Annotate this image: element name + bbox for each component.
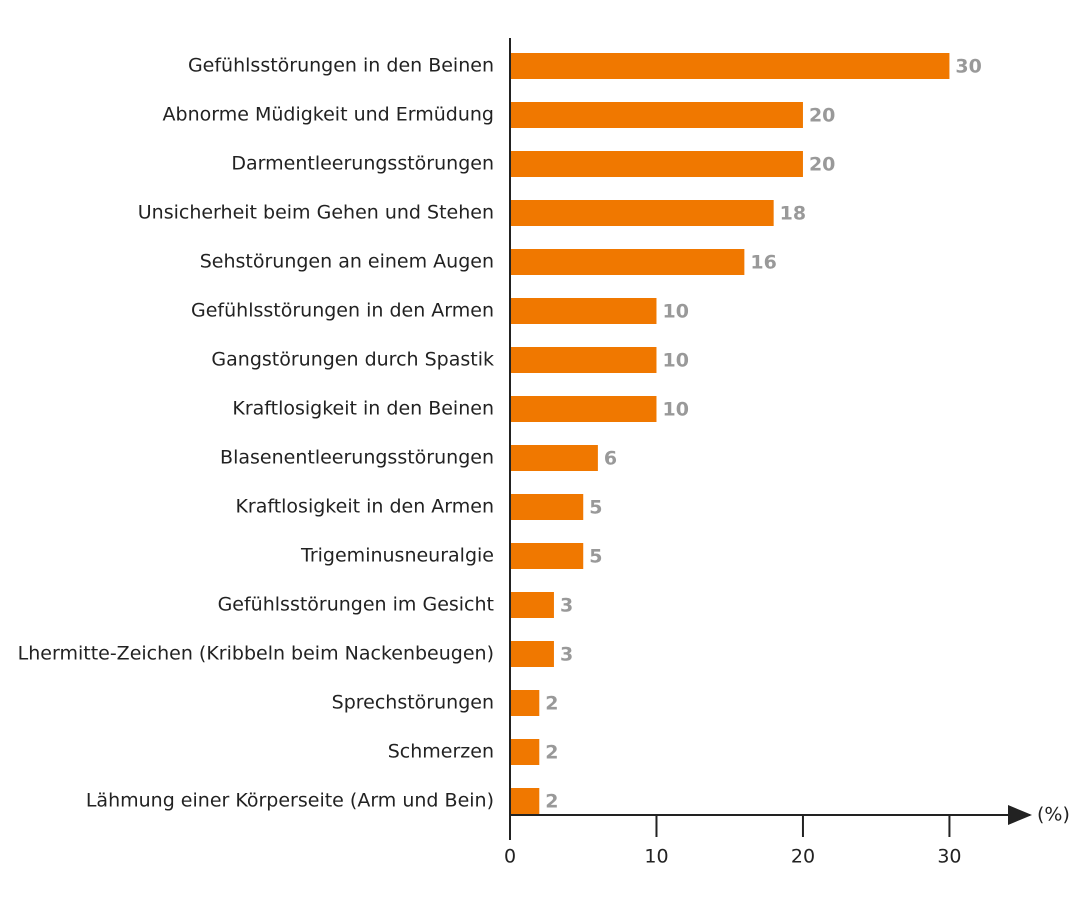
category-label: Gefühlsstörungen in den Armen (191, 300, 494, 322)
bar (510, 200, 774, 226)
value-label: 16 (750, 252, 776, 274)
bar (510, 396, 657, 422)
category-label: Sprechstörungen (332, 692, 494, 714)
x-tick-label: 20 (791, 846, 815, 868)
bar (510, 151, 803, 177)
bar (510, 494, 584, 520)
value-label: 20 (809, 154, 835, 176)
value-label: 10 (662, 399, 688, 421)
category-label: Blasenentleerungsstörungen (220, 447, 494, 469)
bar (510, 690, 540, 716)
value-label: 3 (560, 644, 573, 666)
category-label: Lhermitte-Zeichen (Kribbeln beim Nackenb… (18, 643, 494, 665)
value-label: 18 (780, 203, 806, 225)
value-label: 2 (545, 791, 558, 813)
value-label: 10 (662, 301, 688, 323)
value-label: 20 (809, 105, 835, 127)
bar (510, 347, 657, 373)
category-label: Gangstörungen durch Spastik (211, 349, 494, 371)
value-label: 5 (589, 497, 602, 519)
category-label: Lähmung einer Körperseite (Arm und Bein) (86, 790, 494, 812)
category-label: Gefühlsstörungen im Gesicht (218, 594, 494, 616)
category-label: Gefühlsstörungen in den Beinen (188, 55, 494, 77)
bar (510, 102, 803, 128)
x-tick-label: 0 (504, 846, 516, 868)
bar (510, 788, 540, 814)
value-label: 2 (545, 742, 558, 764)
bar (510, 739, 540, 765)
value-label: 3 (560, 595, 573, 617)
bar (510, 592, 554, 618)
category-label: Sehstörungen an einem Augen (200, 251, 494, 273)
bar (510, 445, 598, 471)
category-label: Abnorme Müdigkeit und Ermüdung (163, 104, 494, 126)
value-label: 6 (604, 448, 617, 470)
value-label: 2 (545, 693, 558, 715)
value-label: 30 (955, 56, 981, 78)
category-label: Kraftlosigkeit in den Beinen (232, 398, 494, 420)
bar (510, 641, 554, 667)
bar (510, 298, 657, 324)
bar (510, 249, 745, 275)
x-tick-label: 30 (937, 846, 961, 868)
category-label: Darmentleerungsstörungen (231, 153, 494, 175)
x-tick-label: 10 (644, 846, 668, 868)
value-label: 10 (662, 350, 688, 372)
category-label: Trigeminusneuralgie (300, 545, 494, 567)
category-label: Unsicherheit beim Gehen und Stehen (138, 202, 494, 224)
category-label: Schmerzen (388, 741, 494, 763)
bar (510, 53, 950, 79)
category-label: Kraftlosigkeit in den Armen (235, 496, 494, 518)
bar (510, 543, 584, 569)
x-axis-label: (%) (1037, 804, 1070, 826)
value-label: 5 (589, 546, 602, 568)
